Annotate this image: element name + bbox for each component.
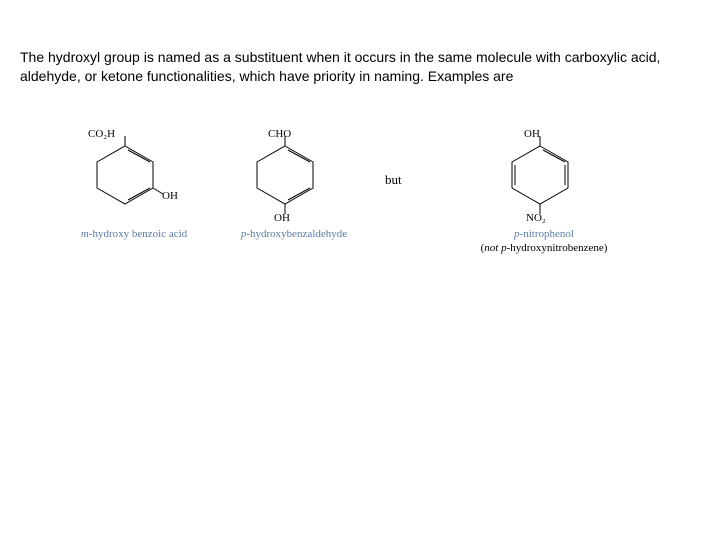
mol3-caption: p-nitrophenol (not p-hydroxynitrobenzene… xyxy=(474,228,614,256)
conjunction-but: but xyxy=(385,172,402,188)
mol1-caption: m-hydroxy benzoic acid xyxy=(64,228,204,242)
mol3-caption-rest: -nitrophenol xyxy=(520,228,574,240)
page-root: { "intro_text": "The hydroxyl group is n… xyxy=(0,0,720,540)
mol1-top-group: CO₂H xyxy=(88,128,115,140)
mol3-ring xyxy=(505,142,585,218)
molecule-2: CHO OH p-hydroxybenzaldehyde xyxy=(220,128,370,298)
mol2-caption-rest: -hydroxybenzaldehyde xyxy=(246,228,347,240)
mol1-caption-rest: -hydroxy benzoic acid xyxy=(89,228,187,240)
molecule-3: OH NO₂ p-nitrophenol (not p-hydroxynitro… xyxy=(460,128,630,298)
figures-row: CO₂H OH m-hydroxy benzoic acid CHO xyxy=(70,128,670,318)
mol3-top-group: OH xyxy=(524,128,540,140)
mol3-caption-note: (not p-hydroxynitrobenzene) xyxy=(481,242,608,254)
mol1-caption-prefix: m xyxy=(81,228,89,240)
molecule-1: CO₂H OH m-hydroxy benzoic acid xyxy=(70,128,200,298)
mol2-bottom-group: OH xyxy=(274,212,290,224)
mol3-bottom-group: NO₂ xyxy=(526,212,546,224)
mol2-top-group: CHO xyxy=(268,128,291,140)
mol1-ring xyxy=(90,142,170,218)
mol1-bottom-group: OH xyxy=(162,190,178,202)
intro-paragraph: The hydroxyl group is named as a substit… xyxy=(20,48,700,86)
mol2-caption: p-hydroxybenzaldehyde xyxy=(224,228,364,242)
mol2-ring xyxy=(250,142,330,218)
